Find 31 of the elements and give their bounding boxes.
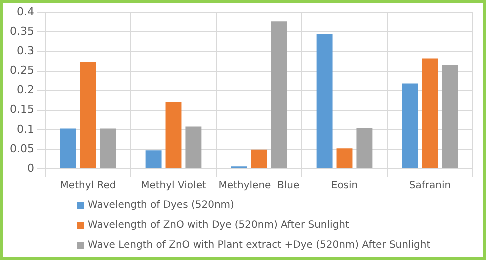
bar	[442, 65, 458, 168]
y-tick-label: 0.05	[10, 142, 34, 156]
x-tick-label: Safranin	[409, 180, 452, 192]
x-tick-label: Methyl Red	[60, 180, 116, 192]
bar	[60, 128, 76, 168]
y-tick-label: 0.25	[10, 64, 34, 78]
y-tick-label: 0.2	[16, 84, 34, 97]
bar	[166, 102, 182, 168]
y-tick-label: 0.4	[16, 5, 34, 18]
legend-label: Wave Length of ZnO with Plant extract +Dye (520nm) After Sunlight	[88, 240, 431, 250]
y-tick-label: 0	[27, 162, 34, 175]
x-tick-label: Methylene Blue	[218, 180, 300, 192]
x-tick-label: Methyl Violet	[141, 180, 206, 192]
bar	[80, 62, 96, 168]
y-tick-label: 0.1	[16, 122, 34, 136]
bar	[336, 148, 353, 168]
bar	[356, 128, 373, 168]
y-tick-label: 0.15	[10, 103, 34, 116]
x-tick-label: Eosin	[331, 180, 358, 192]
bar	[186, 126, 202, 168]
bar	[422, 58, 438, 168]
legend-label: Wavelength of Dyes (520nm)	[88, 200, 234, 210]
bar	[100, 128, 116, 168]
legend-label: Wavelength of ZnO with Dye (520nm) After Sunlight	[88, 220, 350, 230]
bar	[402, 84, 418, 168]
bar	[251, 150, 268, 168]
bar	[146, 150, 162, 168]
bar	[271, 22, 288, 168]
bar	[316, 34, 333, 168]
y-tick-label: 0.35	[10, 25, 34, 38]
y-tick-label: 0.3	[16, 44, 34, 58]
